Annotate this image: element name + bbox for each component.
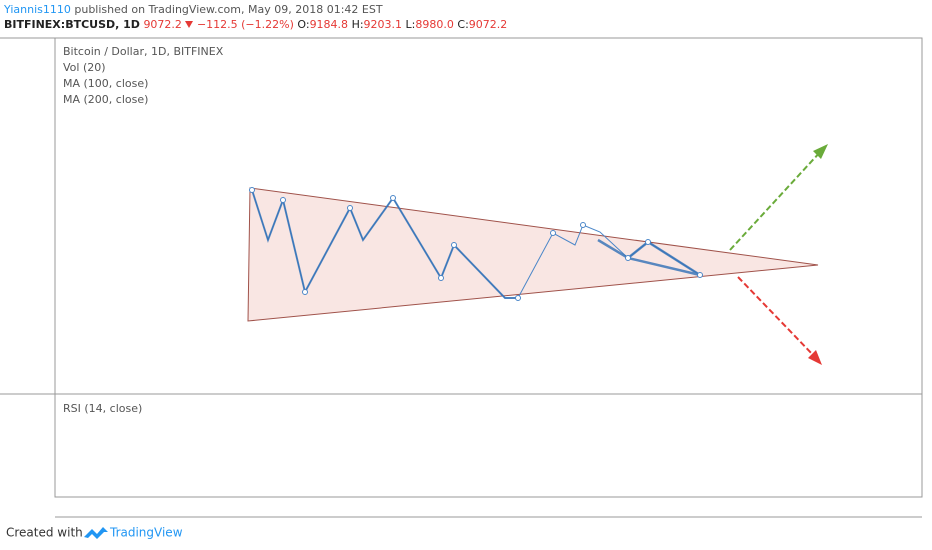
legend-title: Bitcoin / Dollar, 1D, BITFINEX	[63, 45, 224, 58]
ohlc-value: 9184.8	[309, 18, 349, 31]
published: published on TradingView.com, May 09, 20…	[74, 3, 383, 16]
header: Yiannis1110 published on TradingView.com…	[4, 2, 507, 32]
plot-frame	[54, 37, 923, 498]
ohlc-value: 9072.2	[468, 18, 508, 31]
triangle-pattern	[247, 187, 819, 322]
header-line: BITFINEX:BTCUSD, 1D 9072.2 −112.5 (−1.22…	[4, 17, 507, 32]
ohlc-value: 9203.1	[363, 18, 403, 31]
down-icon	[185, 21, 194, 28]
header-line: Yiannis1110 published on TradingView.com…	[4, 2, 507, 17]
footer-created: Created with	[6, 526, 83, 540]
author[interactable]: Yiannis1110	[4, 3, 71, 16]
bull-arrow-head	[813, 144, 828, 159]
footer-brand[interactable]: TradingView	[109, 526, 183, 540]
legend-volume: Vol (20)	[63, 61, 106, 74]
ohlc-key: L:	[405, 18, 416, 31]
last-price: 9072.2	[143, 18, 182, 31]
ohlc-key: C:	[457, 18, 469, 31]
change: −112.5 (−1.22%)	[196, 18, 294, 31]
legend-ma: MA (200, close)	[63, 93, 148, 106]
symbol: BITFINEX:BTCUSD, 1D	[4, 18, 140, 31]
ohlc-value: 8980.0	[415, 18, 454, 31]
bear-arrow-head	[808, 350, 822, 365]
bear-arrow	[737, 276, 817, 359]
wave-points	[249, 187, 703, 301]
logo	[84, 527, 108, 539]
legend-ma: MA (100, close)	[63, 77, 148, 90]
legend-rsi: RSI (14, close)	[63, 402, 142, 415]
ohlc-key: H:	[351, 18, 364, 31]
ohlc-key: O:	[297, 18, 310, 31]
ohlc: O:9184.8 H:9203.1 L:8980.0 C:9072.2	[297, 18, 507, 31]
bull-arrow	[729, 149, 823, 251]
wave-path-bold	[251, 189, 518, 299]
